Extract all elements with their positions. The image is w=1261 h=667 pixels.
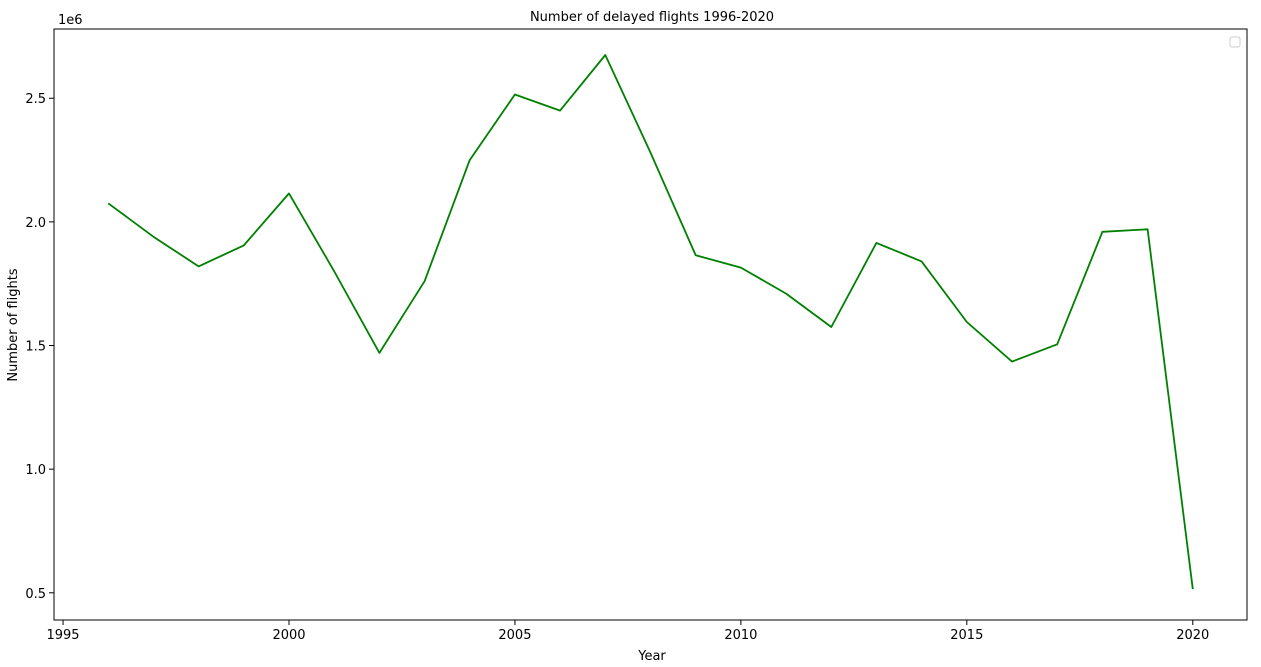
series-line bbox=[107, 54, 1194, 590]
y-axis-ticks: 0.5 1.0 1.5 2.0 2.5 bbox=[25, 92, 54, 602]
x-axis-label: Year bbox=[637, 649, 666, 664]
plot-area bbox=[53, 28, 1248, 621]
x-axis-ticks: 1995 2000 2005 2010 2015 2020 bbox=[46, 620, 1209, 643]
x-tick-label: 2020 bbox=[1176, 628, 1209, 643]
chart-title: Number of delayed flights 1996-2020 bbox=[530, 10, 774, 25]
x-tick-label: 2010 bbox=[724, 628, 757, 643]
y-tick-label: 2.0 bbox=[25, 216, 46, 231]
legend-box bbox=[1229, 36, 1241, 48]
x-tick-label: 2005 bbox=[498, 628, 531, 643]
x-tick-label: 2015 bbox=[950, 628, 983, 643]
y-axis-label: Number of flights bbox=[6, 268, 21, 381]
y-tick-label: 2.5 bbox=[25, 92, 46, 107]
x-tick-label: 1995 bbox=[46, 628, 79, 643]
axes-frame bbox=[53, 28, 1248, 621]
y-offset-label: 1e6 bbox=[58, 13, 83, 28]
y-tick-label: 1.0 bbox=[25, 463, 46, 478]
y-tick-label: 0.5 bbox=[25, 587, 46, 602]
y-tick-label: 1.5 bbox=[25, 340, 46, 355]
x-tick-label: 2000 bbox=[272, 628, 305, 643]
